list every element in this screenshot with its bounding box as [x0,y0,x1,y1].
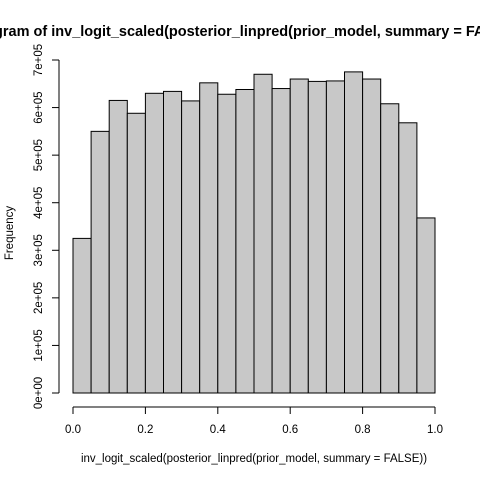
x-tick-label: 0.2 [137,424,153,436]
histogram-bar [271,88,291,394]
histogram-bar [307,80,327,394]
histogram-bar [126,112,146,394]
y-axis-label: Frequency [4,206,16,261]
histogram-bar [416,217,436,394]
y-tick-label: 1e+05 [33,329,45,361]
histogram-bar [344,71,364,394]
x-axis-label: inv_logit_scaled(posterior_linpred(prior… [81,453,427,465]
x-tick-label: 0.0 [65,424,81,436]
histogram-bar [253,73,273,394]
histogram-bar [181,100,201,394]
x-tick-label: 1.0 [427,424,443,436]
x-tick-label: 0.4 [210,424,227,436]
histogram-bar [90,130,110,394]
histogram-bar [325,80,345,394]
histogram-bar [199,82,219,394]
x-tick-label: 0.6 [282,424,298,436]
y-axis: 0e+00 1e+05 2e+05 3e+05 4e+05 5e+05 6e+05 7e+05 [33,44,60,409]
y-tick-label: 7e+05 [33,44,45,76]
histogram-bar [108,99,128,394]
histogram-bar [235,88,255,394]
histogram-bar [217,93,237,394]
histogram-bar [144,92,164,394]
histogram-bar [72,237,92,394]
histogram-bar [380,103,400,394]
histogram-bar [163,90,183,394]
x-axis: 0.0 0.2 0.4 0.6 0.8 1.0 [65,406,443,436]
y-tick-label: 3e+05 [33,234,45,266]
histogram-bar [289,78,309,394]
histogram-bar [398,122,418,394]
y-tick-label: 2e+05 [33,282,45,314]
y-tick-label: 5e+05 [33,139,45,171]
chart-title: Histogram of inv_logit_scaled(posterior_… [0,24,480,40]
bars-group [72,71,436,394]
y-tick-label: 0e+00 [33,377,45,409]
histogram-bar [362,78,382,394]
y-tick-label: 4e+05 [33,187,45,219]
y-tick-label: 6e+05 [33,91,45,123]
x-tick-label: 0.8 [355,424,371,436]
